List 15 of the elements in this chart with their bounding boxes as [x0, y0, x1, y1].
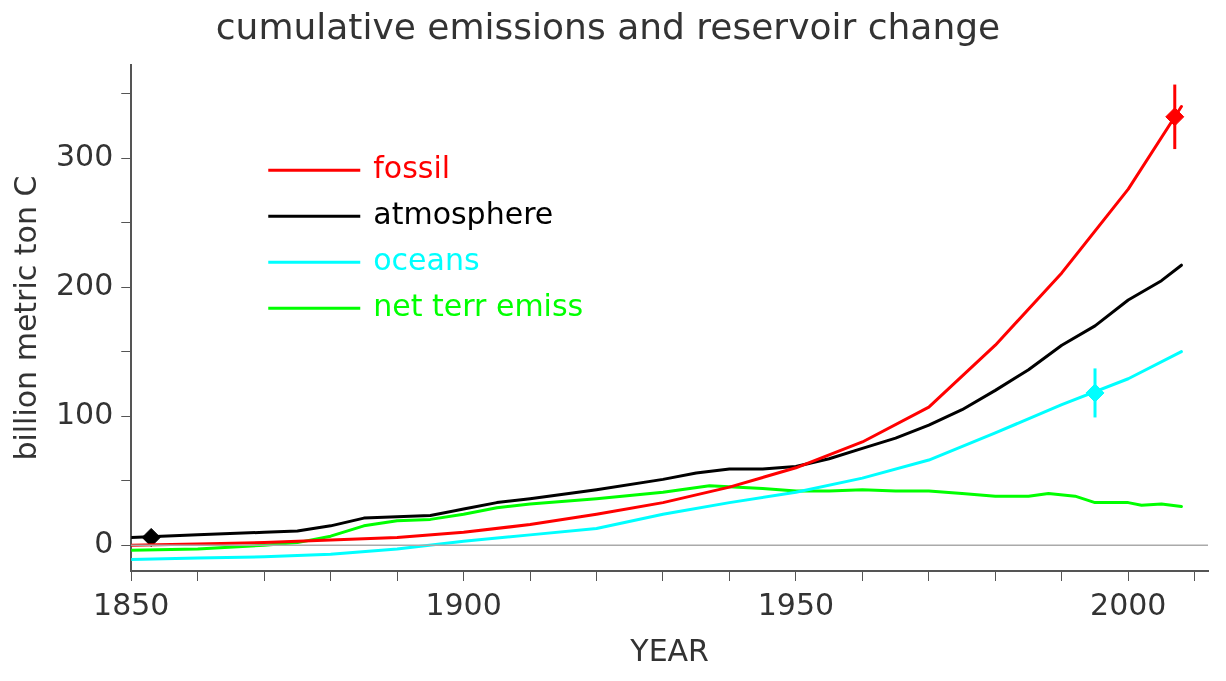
x-tick-label: 1850	[93, 586, 170, 622]
x-tick-label: 1950	[757, 586, 835, 622]
y-tick-label: 200	[56, 266, 114, 302]
y-tick-label: 100	[56, 395, 114, 431]
chart-title: cumulative emissions and reservoir change	[215, 5, 1001, 47]
legend-label: fossil	[373, 150, 451, 185]
legend-label: oceans	[373, 242, 480, 277]
legend-label: atmosphere	[373, 196, 554, 231]
y-tick-label: 0	[94, 524, 114, 560]
y-axis-title: billion metric ton C	[7, 175, 43, 461]
x-axis-title: YEAR	[629, 632, 709, 668]
legend-label: net terr emiss	[373, 288, 584, 323]
y-tick-label: 300	[56, 137, 114, 173]
x-tick-label: 2000	[1090, 586, 1167, 622]
x-tick-label: 1900	[425, 586, 502, 622]
